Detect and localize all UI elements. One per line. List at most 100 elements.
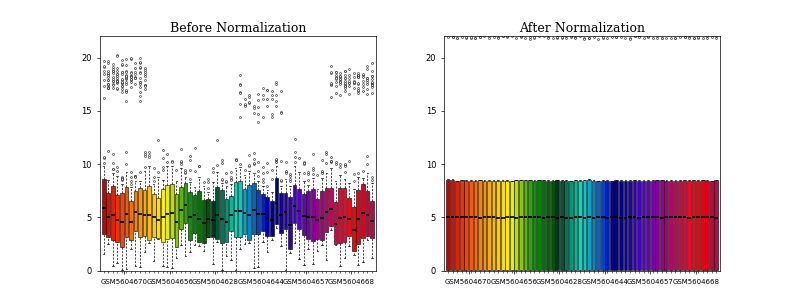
- Bar: [361, 184, 365, 238]
- Bar: [220, 190, 224, 244]
- Bar: [238, 181, 242, 237]
- Bar: [482, 181, 486, 270]
- Bar: [134, 191, 138, 231]
- Bar: [510, 181, 514, 270]
- Bar: [284, 193, 287, 229]
- Bar: [329, 188, 333, 226]
- Bar: [125, 188, 128, 237]
- Bar: [460, 180, 463, 270]
- Bar: [342, 188, 346, 242]
- Bar: [298, 189, 301, 229]
- Bar: [614, 180, 618, 270]
- Bar: [642, 181, 646, 270]
- Bar: [637, 181, 641, 270]
- Bar: [142, 191, 146, 236]
- Bar: [193, 195, 197, 233]
- Bar: [655, 180, 659, 270]
- Bar: [674, 181, 678, 270]
- Bar: [120, 193, 124, 247]
- Bar: [450, 180, 454, 270]
- Bar: [506, 181, 509, 270]
- Bar: [129, 202, 133, 240]
- Bar: [528, 180, 532, 270]
- Bar: [102, 179, 106, 234]
- Bar: [610, 181, 614, 270]
- Bar: [592, 181, 595, 270]
- Bar: [261, 194, 265, 231]
- Bar: [266, 197, 269, 236]
- Bar: [478, 180, 482, 270]
- Bar: [560, 181, 564, 270]
- Bar: [565, 181, 568, 270]
- Bar: [252, 182, 255, 234]
- Bar: [156, 198, 160, 238]
- Bar: [596, 181, 600, 270]
- Bar: [274, 178, 278, 224]
- Title: Before Normalization: Before Normalization: [170, 22, 306, 35]
- Bar: [651, 181, 654, 270]
- Bar: [293, 185, 297, 223]
- Bar: [714, 180, 718, 270]
- Bar: [234, 182, 238, 237]
- Bar: [147, 185, 151, 240]
- Bar: [270, 201, 274, 236]
- Bar: [633, 181, 636, 270]
- Bar: [170, 184, 174, 238]
- Bar: [279, 193, 283, 233]
- Bar: [334, 202, 338, 244]
- Bar: [706, 181, 709, 270]
- Bar: [692, 180, 695, 270]
- Bar: [465, 181, 468, 270]
- Bar: [288, 197, 292, 249]
- Bar: [215, 187, 219, 239]
- Bar: [569, 181, 573, 270]
- Bar: [606, 181, 609, 270]
- Bar: [247, 185, 251, 240]
- Bar: [198, 191, 201, 242]
- Bar: [174, 194, 178, 247]
- Bar: [487, 181, 491, 270]
- Bar: [138, 188, 142, 237]
- Bar: [533, 181, 536, 270]
- Title: After Normalization: After Normalization: [519, 22, 646, 35]
- Bar: [325, 188, 328, 232]
- Bar: [115, 195, 119, 242]
- Bar: [469, 181, 473, 270]
- Bar: [370, 201, 374, 237]
- Bar: [710, 181, 714, 270]
- Bar: [492, 181, 495, 270]
- Bar: [179, 187, 183, 229]
- Bar: [352, 207, 355, 250]
- Bar: [496, 181, 500, 270]
- Bar: [106, 193, 110, 237]
- Bar: [474, 181, 478, 270]
- Bar: [601, 181, 605, 270]
- Bar: [555, 180, 559, 270]
- Bar: [623, 181, 627, 270]
- Bar: [574, 181, 578, 270]
- Bar: [302, 194, 306, 236]
- Bar: [587, 180, 591, 270]
- Bar: [152, 194, 155, 237]
- Bar: [582, 181, 586, 270]
- Bar: [229, 195, 233, 231]
- Bar: [211, 201, 214, 237]
- Bar: [311, 189, 314, 241]
- Bar: [347, 198, 351, 237]
- Bar: [225, 199, 228, 242]
- Bar: [578, 181, 582, 270]
- Bar: [628, 181, 632, 270]
- Bar: [202, 200, 206, 243]
- Bar: [306, 191, 310, 239]
- Bar: [646, 181, 650, 270]
- Bar: [188, 192, 192, 240]
- Bar: [166, 185, 169, 239]
- Bar: [242, 189, 246, 234]
- Bar: [696, 181, 700, 270]
- Bar: [357, 190, 360, 244]
- Bar: [446, 180, 450, 270]
- Bar: [619, 181, 622, 270]
- Bar: [320, 192, 324, 240]
- Bar: [256, 190, 260, 233]
- Bar: [366, 191, 370, 236]
